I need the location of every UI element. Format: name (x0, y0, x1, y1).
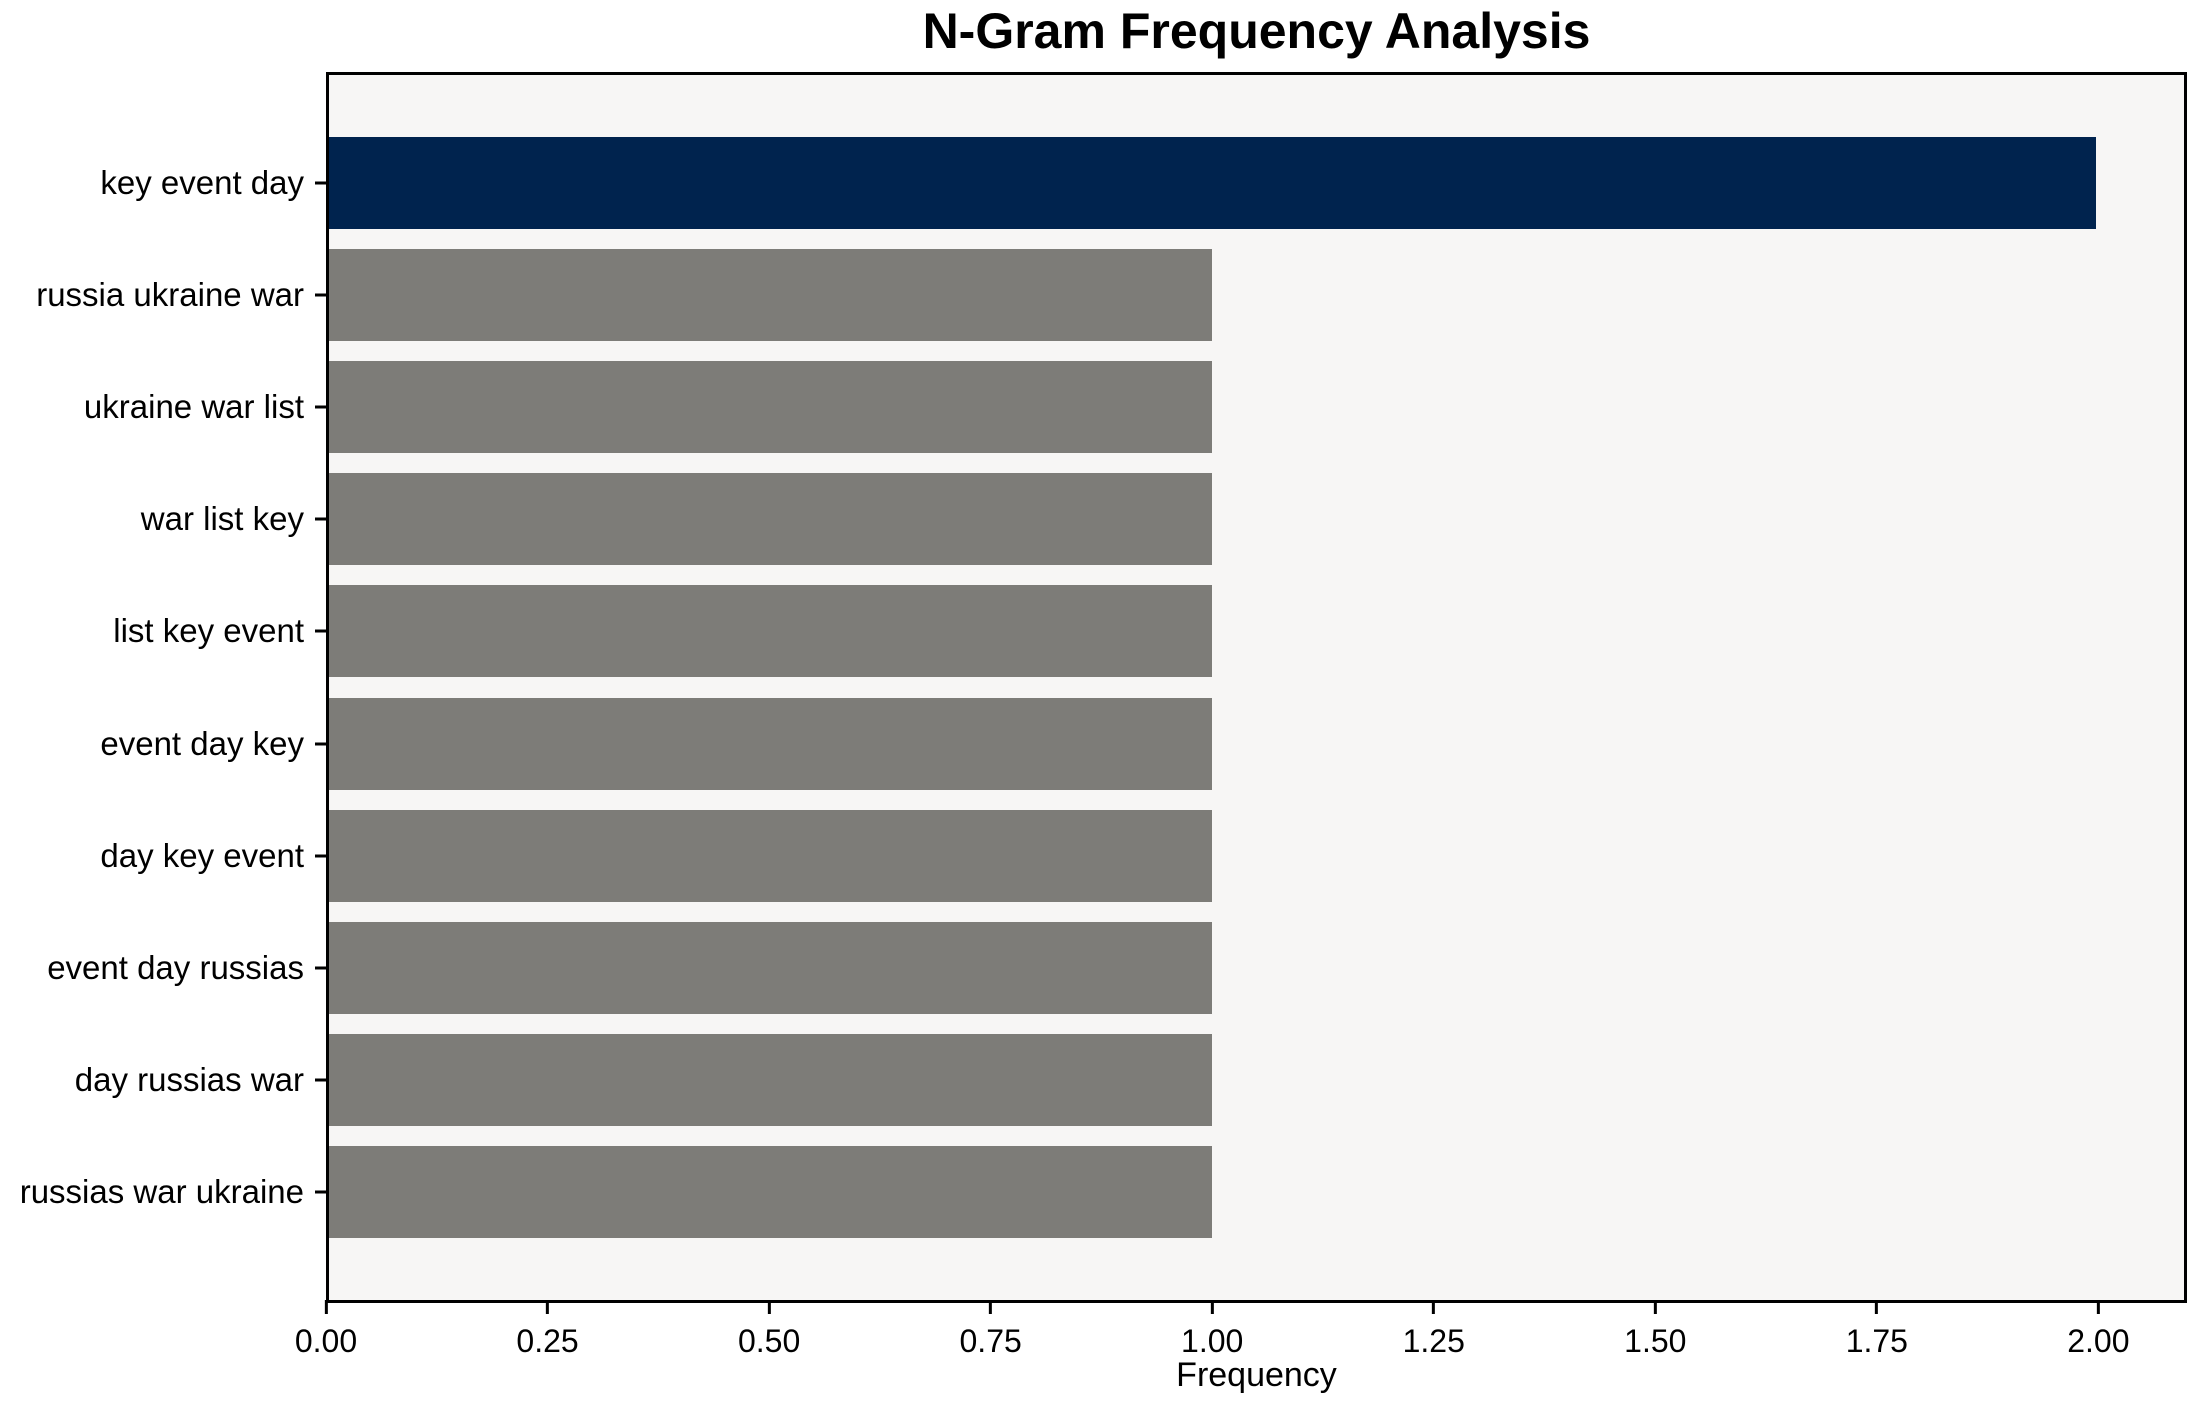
x-tick-label: 1.25 (1402, 1323, 1465, 1359)
x-tick-label: 0.00 (294, 1323, 358, 1359)
y-tick-label: russia ukraine war (36, 276, 304, 314)
bar (329, 921, 1213, 1014)
x-tick-mark (2096, 1300, 2100, 1314)
x-tick: 0.50 (738, 1300, 800, 1360)
x-tick-label: 1.50 (1624, 1323, 1687, 1359)
x-tick: 0.75 (960, 1300, 1022, 1360)
x-tick-mark (767, 1300, 771, 1314)
bar (329, 137, 2096, 230)
y-tick-label: ukraine war list (83, 388, 304, 426)
x-tick-mark (1210, 1300, 1214, 1314)
bar (329, 473, 1213, 566)
x-tick: 1.00 (1181, 1300, 1243, 1360)
y-tick-mark (315, 293, 326, 297)
bar-row: russias war ukraine (20, 1136, 2184, 1248)
y-tick-label: key event day (100, 164, 304, 202)
x-tick-mark (324, 1300, 328, 1314)
bars-container: key event day russia ukraine war ukraine w… (20, 75, 2184, 1300)
x-tick: 0.00 (295, 1300, 357, 1360)
bar-row: ukraine war list (84, 351, 2184, 463)
x-tick: 0.25 (516, 1300, 579, 1360)
x-tick: 1.75 (1846, 1300, 1908, 1360)
x-tick: 1.50 (1624, 1300, 1686, 1360)
y-tick-mark (315, 517, 326, 521)
bar-row: day russias war (75, 1024, 2184, 1136)
bar (329, 361, 1213, 454)
y-tick-mark (315, 742, 326, 746)
y-tick-mark (315, 966, 326, 970)
bar-row: event day russias (47, 912, 2184, 1024)
y-tick-label: war list key (140, 500, 304, 538)
x-tick-label: 0.75 (959, 1323, 1022, 1359)
bar (329, 1033, 1213, 1126)
y-tick-label: list key event (113, 612, 304, 650)
y-tick-label: russias war ukraine (19, 1172, 304, 1210)
y-tick-mark (315, 405, 326, 409)
y-tick-mark (315, 181, 326, 185)
bar (329, 1145, 1213, 1238)
x-tick-mark (1875, 1300, 1879, 1314)
bar (329, 249, 1213, 342)
x-tick: 2.00 (2067, 1300, 2130, 1360)
y-tick-label: day russias war (74, 1060, 304, 1098)
x-tick-mark (1653, 1300, 1657, 1314)
x-tick: 1.25 (1403, 1300, 1465, 1360)
bar (329, 697, 1213, 790)
bar-row: day key event (100, 800, 2184, 912)
y-tick-label: event day key (100, 724, 304, 762)
x-axis-ticks: 0.00 0.25 0.50 0.75 1.00 1.25 1.50 1.75 2.00 (295, 1300, 2187, 1370)
y-tick-mark (315, 1078, 326, 1082)
plot-area: key event day russia ukraine war ukraine w… (20, 72, 2187, 1359)
x-tick-mark (546, 1300, 550, 1314)
y-tick-label: event day russias (47, 948, 304, 986)
bar-row: russia ukraine war (36, 239, 2184, 351)
y-tick-label: day key event (100, 836, 304, 874)
x-tick-label: 0.50 (737, 1323, 801, 1359)
bar-row: war list key (141, 463, 2184, 575)
x-tick-label: 1.75 (1845, 1323, 1908, 1359)
chart-title: N-Gram Frequency Analysis (922, 3, 1591, 59)
y-tick-mark (315, 629, 326, 633)
bar (329, 809, 1213, 902)
x-tick-mark (1432, 1300, 1436, 1314)
bar (329, 585, 1213, 678)
x-tick-mark (989, 1300, 993, 1314)
y-tick-mark (315, 854, 326, 858)
x-tick-label: 2.00 (2067, 1323, 2130, 1359)
bar-row: key event day (100, 127, 2184, 239)
y-tick-mark (315, 1190, 326, 1194)
x-tick-label: 1.00 (1181, 1323, 1244, 1359)
bar-row: list key event (113, 575, 2184, 687)
x-tick-label: 0.25 (516, 1323, 579, 1359)
x-axis-label: Frequency (1176, 1356, 1337, 1394)
bar-row: event day key (100, 687, 2184, 799)
